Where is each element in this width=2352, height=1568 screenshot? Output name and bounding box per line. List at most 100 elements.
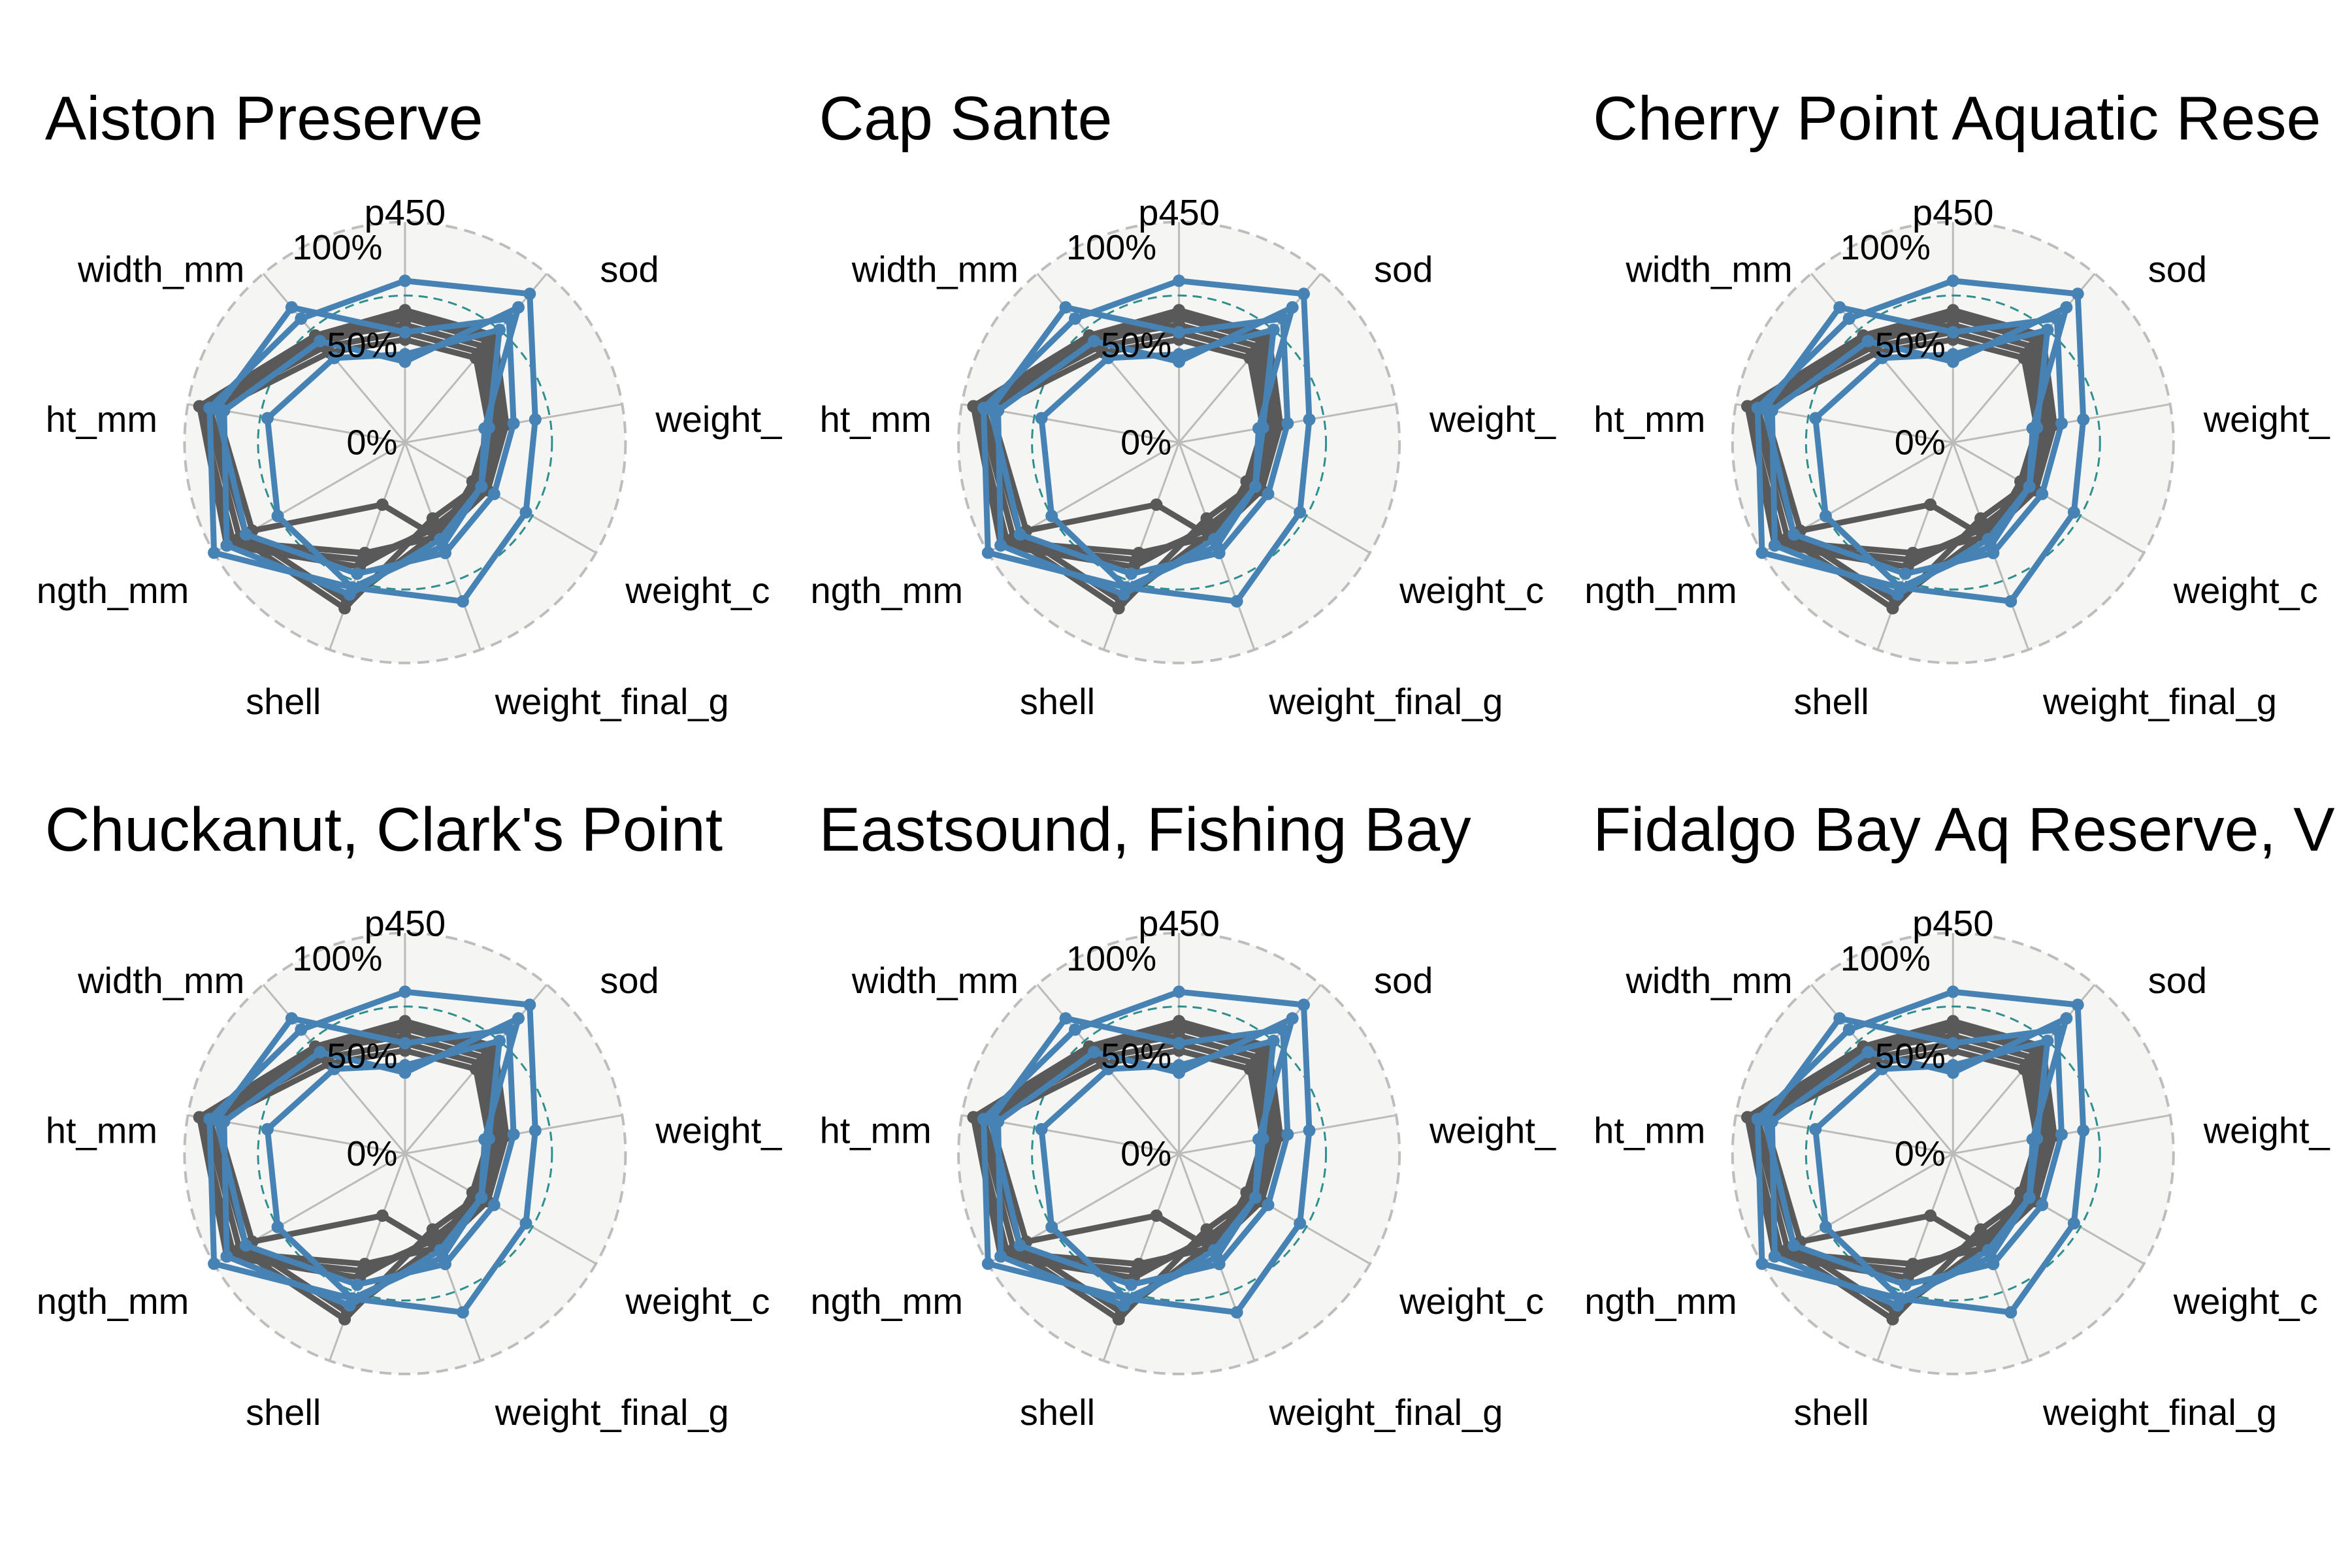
- axis-label: p450: [365, 903, 446, 944]
- series-point: [1013, 1239, 1026, 1252]
- series-line: [988, 336, 1266, 542]
- axis-label: width_mm: [851, 960, 1019, 1001]
- series-line: [206, 988, 538, 1316]
- series-point: [1069, 1023, 1082, 1036]
- series-point: [469, 351, 482, 365]
- axis-label: shell: [246, 1392, 321, 1433]
- series-line: [1761, 336, 2040, 542]
- series-point: [2023, 480, 2036, 493]
- axis-label: ht_mm: [46, 399, 157, 440]
- series-point: [426, 1223, 439, 1236]
- axis-label: ngth_mm: [811, 570, 963, 611]
- outer-ring: [183, 220, 627, 664]
- series-point: [507, 1128, 520, 1141]
- reference-ring: [1031, 294, 1328, 591]
- tick-label: 100%: [292, 228, 382, 267]
- series-point: [475, 480, 488, 493]
- series-point: [1946, 1059, 1959, 1072]
- reference-ring: [257, 294, 553, 591]
- panel-title: Cap Sante: [819, 84, 1113, 154]
- radar-panel: Cap Sante 0% 50% 100%p450 sod weight_ weight_c…: [811, 84, 1556, 722]
- axis-label: shell: [1794, 1392, 1869, 1433]
- axis-label: sod: [600, 249, 659, 290]
- radar-panel: Eastsound, Fishing Bay 0% 50% 100%p450 sod we…: [811, 795, 1556, 1433]
- tick-label: 100%: [1840, 939, 1931, 978]
- series-point: [1173, 348, 1186, 361]
- series-point: [436, 1250, 449, 1264]
- series-point: [1876, 351, 1889, 365]
- axis-label: width_mm: [77, 960, 244, 1001]
- axis-label: weight_: [2203, 399, 2330, 440]
- series-line: [981, 278, 1313, 604]
- series-point: [992, 1115, 1005, 1128]
- series-line: [1038, 1037, 1277, 1302]
- series-point: [2060, 1012, 2073, 1025]
- series-point: [239, 528, 252, 541]
- series-point: [1768, 539, 1781, 552]
- outer-ring: [957, 220, 1401, 664]
- series-point: [529, 413, 542, 426]
- series-point: [487, 1198, 500, 1211]
- series-point: [285, 1012, 298, 1025]
- series-point: [220, 539, 233, 552]
- series-point: [399, 1018, 412, 1031]
- series-point: [1788, 528, 1801, 541]
- series-point: [519, 1217, 532, 1230]
- series-point: [1984, 540, 1997, 553]
- axis-label: sod: [2148, 960, 2207, 1001]
- axis-spoke: [1952, 1152, 2145, 1265]
- series-point: [1294, 1217, 1307, 1230]
- axis-spoke: [1102, 1153, 1181, 1362]
- series-point: [482, 421, 495, 434]
- series-point: [1946, 306, 1959, 319]
- series-point: [1200, 512, 1213, 525]
- series-point: [456, 1306, 469, 1319]
- axis-label: weight_final_g: [2042, 1392, 2277, 1433]
- series-point: [1045, 510, 1058, 523]
- series-point: [2041, 1034, 2054, 1047]
- tick-label: 50%: [327, 325, 397, 365]
- series-point: [1173, 1018, 1186, 1031]
- series-point: [1087, 335, 1100, 348]
- series-point: [1200, 1223, 1213, 1236]
- panel-title: Fidalgo Bay Aq Reserve, V: [1593, 795, 2334, 864]
- series-point: [1756, 1257, 1769, 1270]
- axis-label: sod: [1374, 249, 1433, 290]
- series-point: [346, 1292, 359, 1305]
- tick-label: 0%: [346, 423, 397, 463]
- axis-label: weight_c: [2173, 1281, 2318, 1322]
- axis-label: sod: [1374, 960, 1433, 1001]
- series-line: [206, 278, 538, 604]
- series-point: [1013, 528, 1026, 541]
- series-point: [1842, 1023, 1855, 1036]
- series-point: [1765, 404, 1778, 417]
- series-point: [2077, 413, 2090, 426]
- series-point: [1230, 1306, 1243, 1319]
- axis-spoke: [329, 1153, 406, 1362]
- panel-title: Cherry Point Aquatic Rese: [1593, 84, 2321, 154]
- series-line: [1761, 1047, 2040, 1254]
- series-point: [1035, 1122, 1048, 1135]
- series-point: [2031, 1132, 2044, 1145]
- series-point: [981, 546, 994, 559]
- series-line: [1754, 278, 2087, 604]
- series-point: [512, 1012, 525, 1025]
- tick-label: 0%: [346, 1134, 397, 1173]
- axis-label: ngth_mm: [37, 1281, 189, 1322]
- axis-spoke: [1178, 441, 1371, 554]
- series-point: [2036, 487, 2049, 500]
- series-point: [1833, 1012, 1846, 1025]
- axis-label: shell: [1794, 681, 1869, 722]
- axis-label: width_mm: [1625, 960, 1792, 1001]
- reference-ring: [257, 1005, 553, 1302]
- series-point: [295, 1023, 308, 1036]
- series-point: [351, 567, 364, 580]
- series-point: [2055, 417, 2068, 430]
- series-point: [399, 274, 412, 287]
- outer-ring: [183, 932, 627, 1376]
- series-point: [2071, 287, 2084, 301]
- axis-spoke: [1876, 442, 1954, 650]
- series-point: [1249, 480, 1262, 493]
- series-point: [1281, 1128, 1294, 1141]
- series-point: [1059, 1012, 1072, 1025]
